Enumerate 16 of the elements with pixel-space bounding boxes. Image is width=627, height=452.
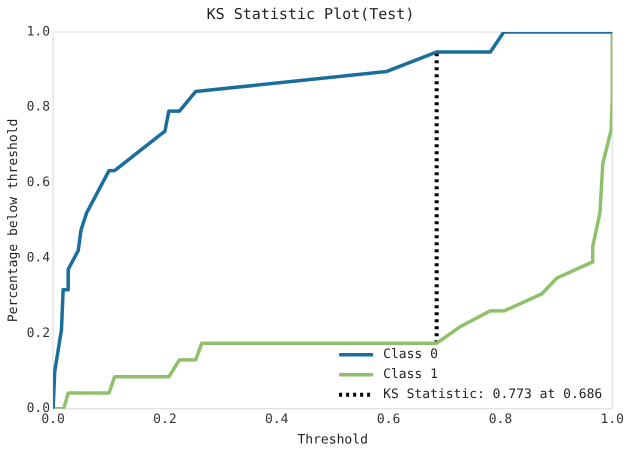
y-tick-label: 0.8: [26, 100, 50, 115]
y-tick-label: 1.0: [26, 24, 50, 40]
x-tick-label: 0.6: [376, 412, 400, 427]
y-tick-label: 0.6: [26, 175, 50, 190]
legend-label: KS Statistic: 0.773 at 0.686: [383, 387, 602, 402]
x-axis-title: Threshold: [297, 432, 368, 448]
y-tick-label: 0.2: [26, 326, 50, 341]
chart-title: KS Statistic Plot(Test): [206, 4, 414, 23]
y-tick-label: 0.4: [26, 250, 50, 266]
x-tick-label: 0.2: [153, 412, 177, 427]
legend-label: Class 0: [383, 347, 438, 362]
legend-label: Class 1: [383, 367, 438, 382]
x-tick-label: 1.0: [600, 412, 624, 427]
x-tick-label: 0.4: [265, 412, 289, 427]
x-tick-label: 0.8: [488, 412, 512, 427]
y-axis-title: Percentage below threshold: [6, 118, 22, 322]
